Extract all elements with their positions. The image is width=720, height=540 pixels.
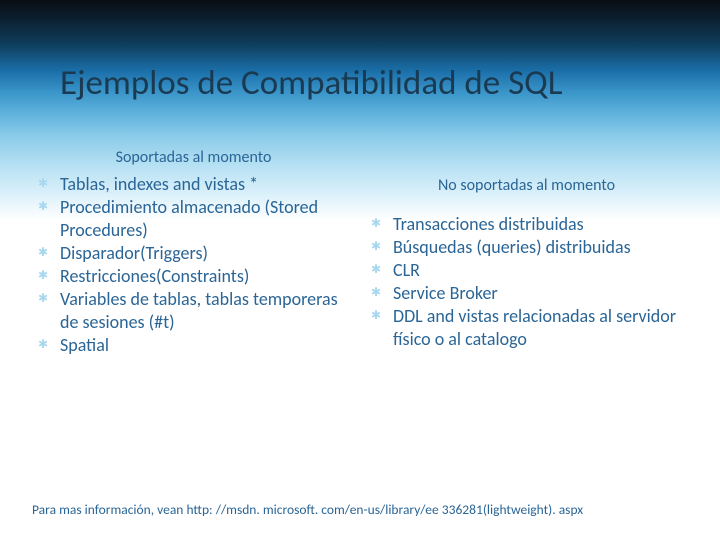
slide-container: Ejemplos de Compatibilidad de SQL Soport… (0, 0, 720, 540)
list-item: Disparador(Triggers) (36, 242, 355, 265)
list-item: Transacciones distribuidas (369, 213, 688, 236)
list-item: Variables de tablas, tablas temporeras d… (36, 288, 355, 334)
left-list: Tablas, indexes and vistas * Procedimien… (32, 173, 355, 357)
footer-text: Para mas información, vean http: //msdn.… (32, 501, 688, 518)
right-column: No soportadas al momento Transacciones d… (365, 176, 688, 357)
list-item: Spatial (36, 334, 355, 357)
left-column: Soportadas al momento Tablas, indexes an… (32, 176, 355, 357)
left-subtitle: Soportadas al momento (32, 148, 355, 167)
list-item: Búsquedas (queries) distribuidas (369, 236, 688, 259)
list-item: Tablas, indexes and vistas * (36, 173, 355, 196)
list-item: Procedimiento almacenado (Stored Procedu… (36, 196, 355, 242)
list-item: DDL and vistas relacionadas al servidor … (369, 305, 688, 351)
right-list: Transacciones distribuidas Búsquedas (qu… (365, 213, 688, 351)
right-subtitle: No soportadas al momento (365, 176, 688, 195)
content-columns: Soportadas al momento Tablas, indexes an… (32, 176, 688, 357)
list-item: Restricciones(Constraints) (36, 265, 355, 288)
list-item: CLR (369, 259, 688, 282)
list-item: Service Broker (369, 282, 688, 305)
slide-title: Ejemplos de Compatibilidad de SQL (60, 0, 688, 104)
